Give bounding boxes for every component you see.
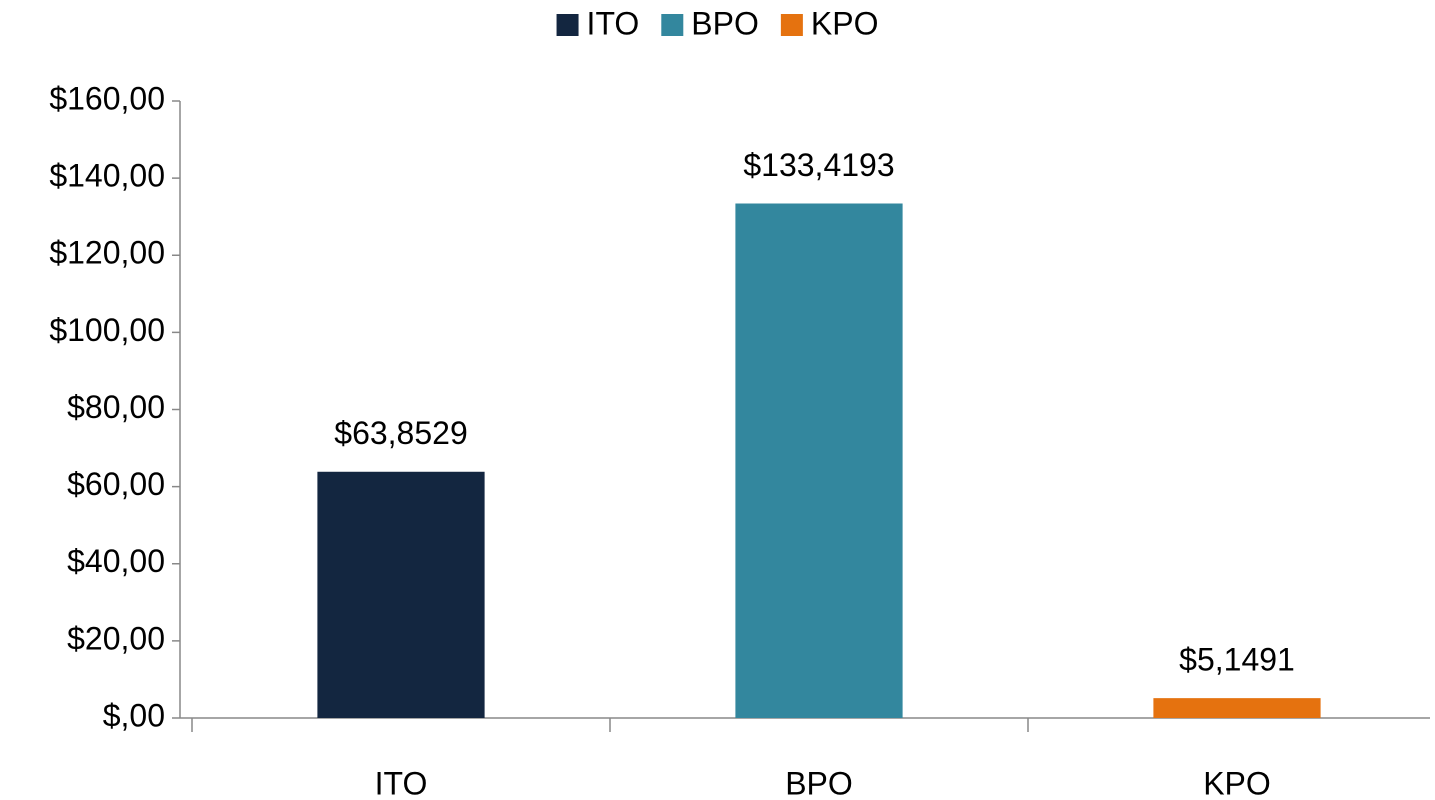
x-tick-label: BPO <box>785 765 853 800</box>
legend-swatch <box>780 14 803 36</box>
y-tick-label: $60,00 <box>67 466 165 502</box>
legend-swatch <box>556 14 579 36</box>
data-label: $63,8529 <box>334 415 467 451</box>
y-tick-label: $160,00 <box>49 80 165 116</box>
y-tick-label: $40,00 <box>67 543 165 579</box>
y-tick-label: $100,00 <box>49 312 165 348</box>
x-tick-label: KPO <box>1203 765 1271 800</box>
bar <box>1153 698 1321 718</box>
data-label: $133,4193 <box>743 147 894 183</box>
y-tick-label: $,00 <box>103 697 165 733</box>
x-tick-label: ITO <box>375 765 428 800</box>
y-tick-label: $140,00 <box>49 158 165 194</box>
data-label: $5,1491 <box>1179 642 1295 678</box>
legend-label: BPO <box>691 5 759 41</box>
legend-label: ITO <box>587 5 640 41</box>
legend-swatch <box>661 14 684 36</box>
y-tick-label: $20,00 <box>67 620 165 656</box>
legend-item: BPO <box>661 5 759 41</box>
y-tick-label: $80,00 <box>67 389 165 425</box>
y-tick-label: $120,00 <box>49 235 165 271</box>
legend-label: KPO <box>811 5 879 41</box>
legend-item: ITO <box>556 5 640 41</box>
legend-item: KPO <box>780 5 879 41</box>
bar <box>317 471 485 718</box>
bar <box>735 203 903 718</box>
